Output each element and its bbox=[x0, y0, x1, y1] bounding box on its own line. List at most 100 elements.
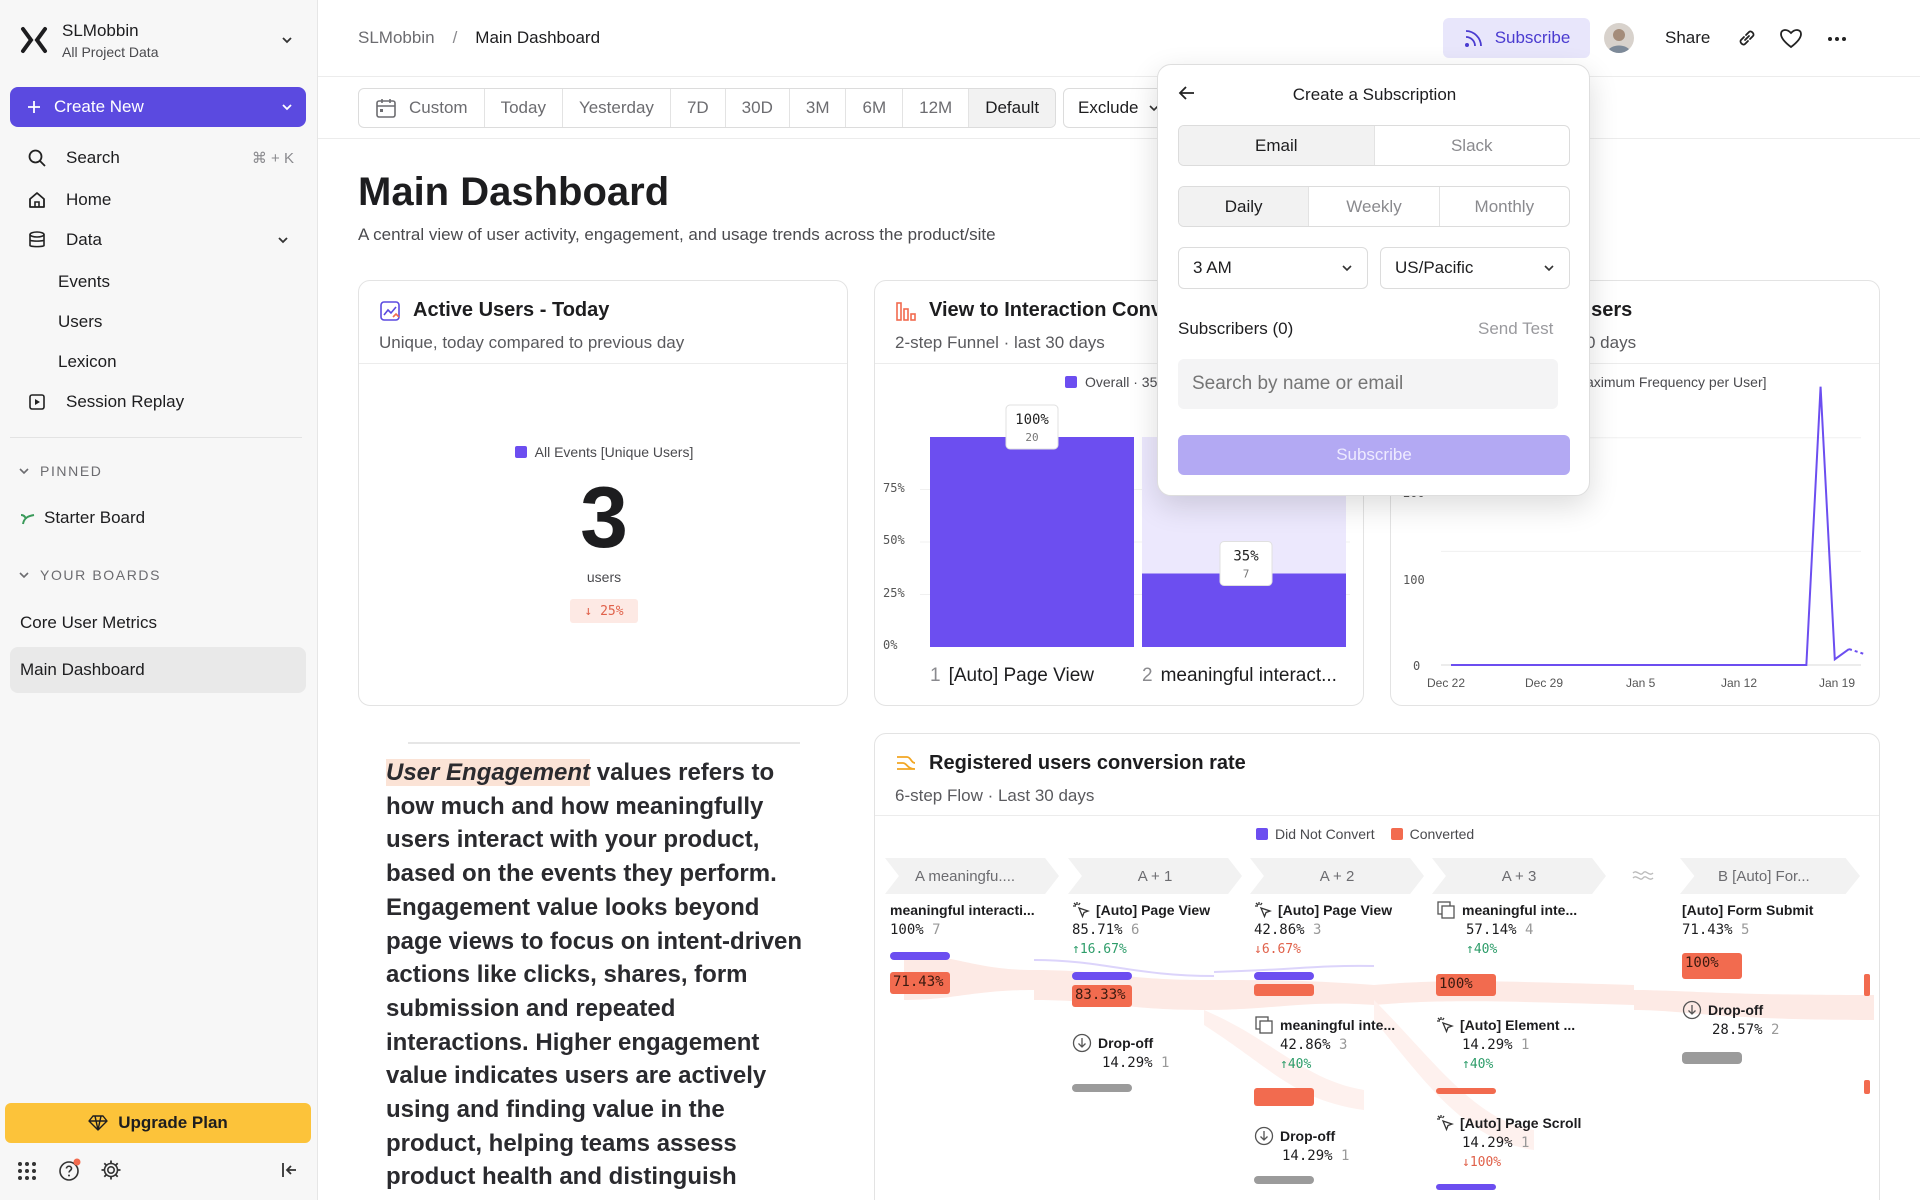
flow-node-drop-off[interactable]: Drop-off 14.29% 1 bbox=[1254, 1126, 1349, 1166]
flow-node[interactable]: [Auto] Form Submit 71.43% 5 bbox=[1682, 900, 1813, 940]
search-nav-item[interactable]: Search ⌘ + K bbox=[10, 138, 306, 178]
data-item-users[interactable]: Users bbox=[58, 312, 103, 331]
help-icon[interactable] bbox=[58, 1158, 82, 1182]
date-7d-button[interactable]: 7D bbox=[671, 89, 726, 127]
sidebar: SLMobbin All Project Data Create New Sea… bbox=[0, 0, 318, 1200]
frequency-daily-tab[interactable]: Daily bbox=[1179, 187, 1310, 226]
breadcrumb-root[interactable]: SLMobbin bbox=[358, 28, 435, 47]
flow-bar-not-converted bbox=[890, 952, 950, 960]
node-count: 7 bbox=[932, 922, 941, 938]
flow-step-b[interactable]: B [Auto] For... bbox=[1680, 858, 1860, 894]
date-12m-button[interactable]: 12M bbox=[903, 89, 970, 127]
time-value: 3 AM bbox=[1193, 258, 1232, 277]
metric-unit: users bbox=[586, 569, 622, 585]
card-title: View to Interaction Conv bbox=[929, 299, 1162, 321]
date-default-button[interactable]: Default bbox=[969, 89, 1056, 127]
back-arrow-icon[interactable] bbox=[1178, 85, 1196, 101]
date-30d-button[interactable]: 30D bbox=[726, 89, 790, 127]
funnel-step-1-label: 1 [Auto] Page View bbox=[930, 665, 1094, 687]
send-test-button[interactable]: Send Test bbox=[1478, 319, 1554, 338]
apps-grid-icon[interactable] bbox=[16, 1160, 38, 1182]
home-icon bbox=[24, 190, 50, 210]
avatar[interactable] bbox=[1604, 23, 1634, 53]
subscriber-search-input[interactable] bbox=[1178, 359, 1558, 409]
flow-edge-bar bbox=[1864, 1080, 1870, 1094]
session-replay-nav-item[interactable]: Session Replay bbox=[10, 382, 306, 422]
flow-step-a-plus-2[interactable]: A + 2 bbox=[1250, 858, 1424, 894]
channel-email-tab[interactable]: Email bbox=[1179, 126, 1375, 165]
flow-node[interactable]: [Auto] Page Scroll 14.29% 1 ↓100% bbox=[1436, 1113, 1581, 1173]
card-subtitle: 6-step Flow · Last 30 days bbox=[895, 786, 1095, 805]
heart-icon[interactable] bbox=[1779, 27, 1803, 49]
node-count: 4 bbox=[1525, 922, 1534, 938]
date-6m-button[interactable]: 6M bbox=[846, 89, 904, 127]
chart-legend: All Events [Unique Users] bbox=[359, 444, 847, 460]
engagement-text-block: User Engagement values refers to how muc… bbox=[386, 756, 806, 1194]
card-subtitle: 2-step Funnel · last 30 days bbox=[895, 333, 1105, 352]
y-tick-label: 25% bbox=[883, 586, 905, 600]
node-count: 1 bbox=[1341, 1148, 1350, 1164]
flow-bar-converted: 100% bbox=[1436, 974, 1496, 996]
create-subscription-popover: Create a Subscription Email Slack Daily … bbox=[1157, 64, 1590, 496]
date-custom-button[interactable]: Custom bbox=[359, 89, 485, 127]
step-label: A + 2 bbox=[1319, 867, 1355, 885]
timezone-select[interactable]: US/Pacific bbox=[1380, 247, 1570, 289]
subscribe-button[interactable]: Subscribe bbox=[1443, 18, 1590, 58]
settings-gear-icon[interactable] bbox=[100, 1159, 122, 1181]
project-switcher[interactable]: SLMobbin All Project Data bbox=[10, 14, 306, 66]
flow-step-a-plus-1[interactable]: A + 1 bbox=[1068, 858, 1242, 894]
data-nav-item[interactable]: Data bbox=[10, 220, 306, 260]
board-item-core-user-metrics[interactable]: Core User Metrics bbox=[20, 613, 157, 632]
step-label: A + 3 bbox=[1501, 867, 1537, 885]
data-label-percent: 100% bbox=[1015, 412, 1049, 428]
boards-section-header[interactable]: YOUR BOARDS bbox=[18, 567, 161, 583]
pinned-item-starter-board[interactable]: Starter Board bbox=[20, 508, 145, 528]
flow-step-a[interactable]: A meaningfu.... bbox=[885, 858, 1059, 894]
flow-node[interactable]: meaningful interacti... 100% 7 bbox=[890, 900, 1035, 940]
sprout-icon bbox=[20, 510, 36, 526]
popover-title: Create a Subscription bbox=[1292, 85, 1457, 104]
node-count: 1 bbox=[1521, 1037, 1530, 1053]
flow-step-a-plus-3[interactable]: A + 3 bbox=[1432, 858, 1606, 894]
date-3m-button[interactable]: 3M bbox=[790, 89, 847, 127]
date-today-button[interactable]: Today bbox=[485, 89, 563, 127]
create-new-button[interactable]: Create New bbox=[10, 87, 306, 127]
upgrade-plan-button[interactable]: Upgrade Plan bbox=[5, 1103, 311, 1143]
node-percent: 28.57% bbox=[1712, 1022, 1763, 1038]
flow-bar-not-converted bbox=[1436, 1184, 1496, 1190]
node-stat: 14.29% 1 bbox=[1436, 1133, 1581, 1153]
pinned-section-header[interactable]: PINNED bbox=[18, 463, 103, 479]
collapse-sidebar-icon[interactable] bbox=[280, 1160, 300, 1180]
node-delta: ↑16.67% bbox=[1072, 942, 1127, 957]
home-nav-item[interactable]: Home bbox=[10, 180, 306, 220]
data-item-lexicon[interactable]: Lexicon bbox=[58, 352, 117, 371]
frequency-monthly-tab[interactable]: Monthly bbox=[1474, 196, 1535, 216]
chevron-down-icon[interactable] bbox=[280, 100, 294, 114]
flow-node[interactable]: meaningful inte... 57.14% 4 ↑40% bbox=[1436, 900, 1577, 960]
flow-node-drop-off[interactable]: Drop-off 14.29% 1 bbox=[1072, 1033, 1169, 1073]
pinned-label: PINNED bbox=[40, 463, 103, 479]
create-new-label: Create New bbox=[54, 97, 144, 116]
flow-node[interactable]: [Auto] Page View 42.86% 3 ↓6.67% bbox=[1254, 900, 1392, 960]
node-label: [Auto] Page View bbox=[1096, 902, 1211, 918]
active-users-card[interactable]: Active Users - Today Unique, today compa… bbox=[358, 280, 848, 706]
more-options-icon[interactable] bbox=[1827, 36, 1847, 42]
top-bar: SLMobbin / Main Dashboard Subscribe Shar… bbox=[318, 0, 1920, 77]
flow-node-drop-off[interactable]: Drop-off 28.57% 2 bbox=[1682, 1000, 1779, 1040]
frequency-weekly-tab[interactable]: Weekly bbox=[1309, 187, 1440, 226]
insights-chart-icon bbox=[379, 300, 401, 322]
funnel-bar[interactable] bbox=[930, 437, 1134, 647]
board-item-main-dashboard[interactable]: Main Dashboard bbox=[10, 647, 306, 693]
flow-node[interactable]: [Auto] Element ... 14.29% 1 ↑40% bbox=[1436, 1015, 1575, 1075]
time-select[interactable]: 3 AM bbox=[1178, 247, 1368, 289]
flow-legend: Did Not Convert Converted bbox=[1256, 826, 1474, 842]
data-item-events[interactable]: Events bbox=[58, 272, 110, 291]
date-yesterday-button[interactable]: Yesterday bbox=[563, 89, 671, 127]
flow-node[interactable]: meaningful inte... 42.86% 3 ↑40% bbox=[1254, 1015, 1395, 1075]
share-button[interactable]: Share bbox=[1665, 28, 1711, 47]
subscribe-submit-button[interactable]: Subscribe bbox=[1178, 435, 1570, 475]
channel-slack-tab[interactable]: Slack bbox=[1450, 135, 1493, 155]
link-icon[interactable] bbox=[1736, 27, 1758, 49]
flow-node[interactable]: [Auto] Page View 85.71% 6 ↑16.67% bbox=[1072, 900, 1210, 960]
sidebar-divider bbox=[10, 437, 302, 438]
